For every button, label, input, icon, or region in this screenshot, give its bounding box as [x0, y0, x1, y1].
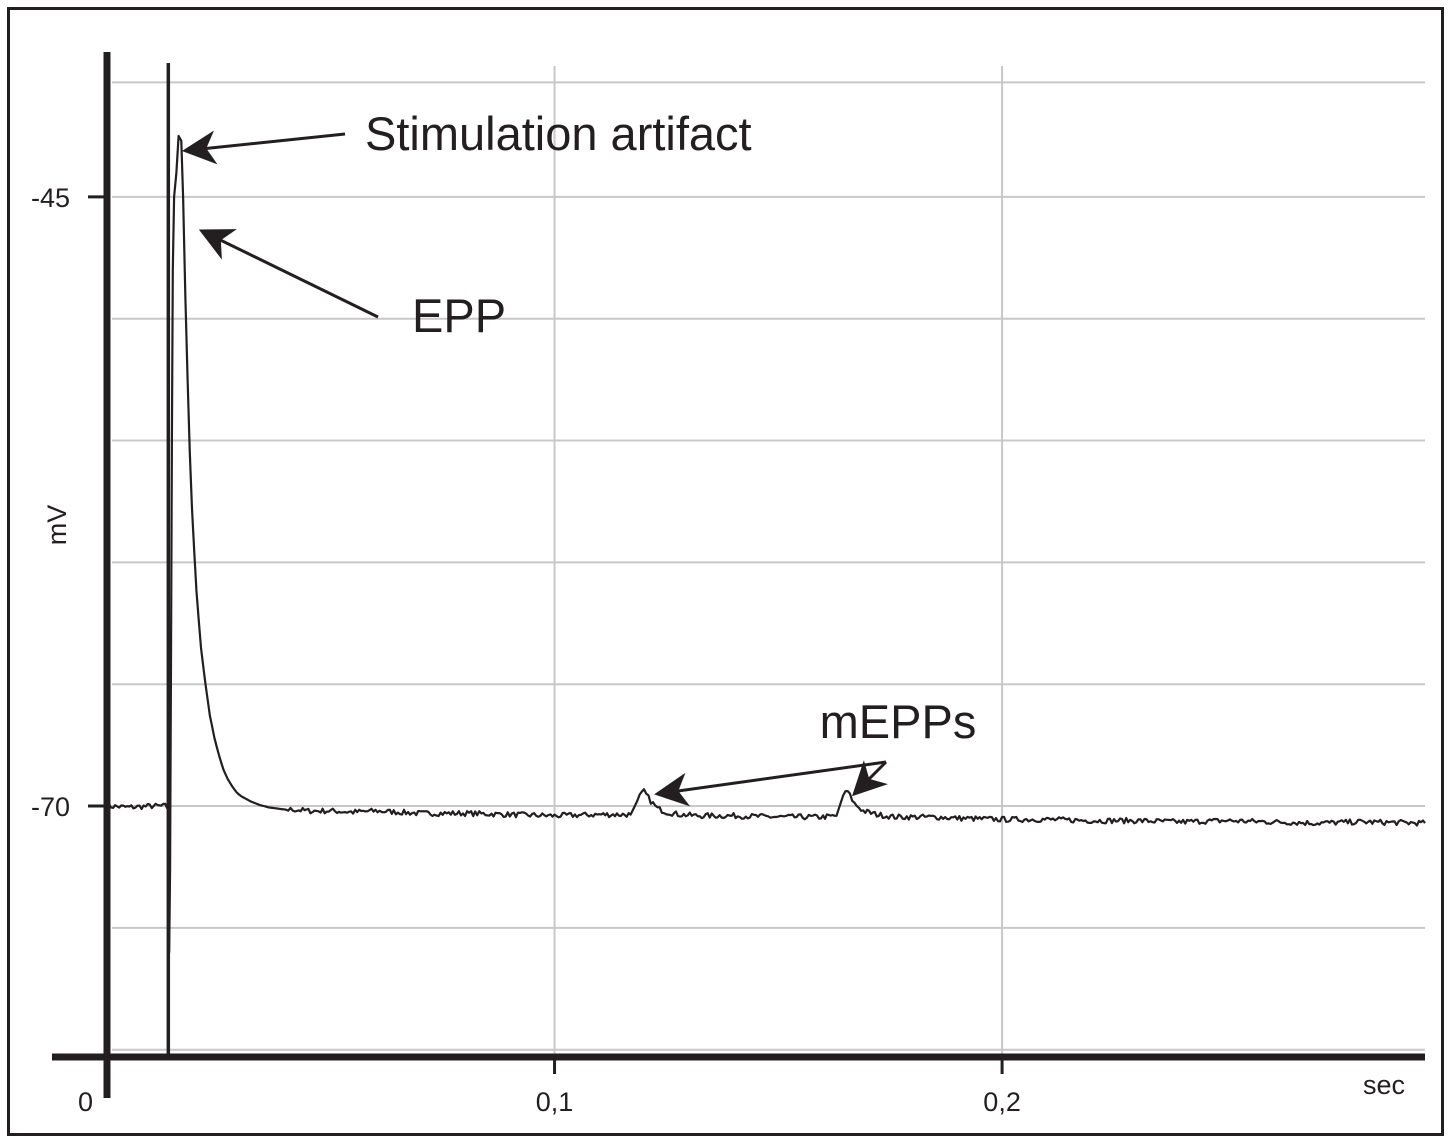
voltage-trace — [105, 134, 1426, 954]
annotation-stimulation-artifact: Stimulation artifact — [365, 107, 752, 160]
annotations: Stimulation artifact EPP mEPPs — [181, 107, 977, 807]
annotation-epp: EPP — [412, 289, 506, 342]
annotation-mepps: mEPPs — [820, 695, 977, 748]
x-tick-label-1: 0,1 — [536, 1087, 574, 1117]
mepp-arrow-2 — [851, 760, 889, 797]
mepp-arrow-1 — [654, 760, 887, 807]
x-tick-label-2: 0,2 — [983, 1087, 1021, 1117]
y-tick-label-1: -70 — [31, 792, 70, 822]
ticks: -45 -70 0 0,1 0,2 — [31, 183, 1021, 1117]
y-axis-label: mV — [42, 505, 72, 546]
stimulation-artifact-arrow — [181, 130, 346, 165]
axes — [52, 52, 1425, 1098]
epp-arrow — [198, 229, 379, 319]
x-axis-label: sec — [1363, 1070, 1405, 1100]
grid-lines — [112, 66, 1425, 1057]
x-tick-label-0: 0 — [78, 1087, 93, 1117]
figure-frame — [7, 7, 1444, 1136]
y-tick-label-0: -45 — [31, 183, 70, 213]
